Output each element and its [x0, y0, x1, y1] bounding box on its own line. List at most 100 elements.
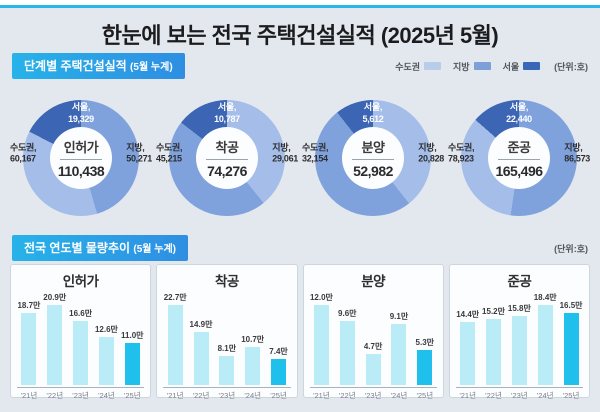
- label-jibang: 지방, 20,828: [418, 142, 444, 165]
- trend-chart-plot: 22.7만 14.9만 8.1만 10.7만 7.4만: [157, 290, 296, 385]
- bar: [98, 337, 114, 385]
- label-seoul-name: 서울,: [509, 102, 529, 112]
- trend-chart-card: 준공 14.4만 15.2만 15.8만 18.4만 16.5만 '21년 '22년 '23년 '…: [448, 264, 590, 400]
- bar-value-label: 16.5만: [559, 301, 583, 310]
- section2-badge-subtitle: (5월 누계): [133, 244, 176, 255]
- trend-chart-plot: 18.7만 20.9만 16.6만 12.6만 11.0만: [11, 290, 150, 385]
- x-tick-label: '25년: [562, 391, 580, 400]
- x-tick-label: '24년: [536, 391, 554, 400]
- bar-value-label: 5.3만: [415, 338, 435, 347]
- x-tick-label: '21년: [20, 391, 38, 400]
- label-seoul-value: 5,612: [362, 113, 384, 124]
- donut-chart-row: 인허가 110,438 서울, 19,329 수도권, 60,167 지방, 50,271 착공…: [8, 84, 592, 232]
- x-tick-label: '25년: [123, 391, 141, 400]
- bar-value-label: 14.4만: [456, 310, 480, 319]
- legend: 수도권 지방 서울 (단위:호): [395, 60, 588, 73]
- donut-center: 준공 165,496: [488, 127, 550, 189]
- trend-chart-card: 인허가 18.7만 20.9만 16.6만 12.6만 11.0만 '21년 '22년 '23년…: [10, 264, 152, 401]
- donut-center-divider: [498, 159, 540, 160]
- bar: [47, 305, 63, 385]
- x-tick-label: '23년: [364, 391, 382, 400]
- label-jibang-name: 지방,: [564, 141, 583, 152]
- x-axis-ticks: '21년 '22년 '23년 '24년 '25년: [11, 388, 150, 401]
- trend-chart-title: 준공: [507, 274, 532, 289]
- bar-group: 9.1만: [388, 311, 409, 385]
- donut-stage-name: 착공: [215, 140, 239, 155]
- bar-value-label: 9.6만: [338, 309, 357, 318]
- bar-value-label: 11.0만: [121, 331, 144, 340]
- bar: [313, 305, 329, 385]
- x-tick-label: '23년: [511, 391, 528, 400]
- trend-chart-plot: 14.4만 15.2만 15.8만 18.4만 16.5만: [450, 290, 589, 385]
- donut-total-value: 165,496: [495, 163, 543, 179]
- bar-group: 14.4만: [456, 309, 480, 385]
- bar-value-label: 18.7만: [17, 301, 41, 310]
- legend-swatch: [473, 62, 491, 70]
- label-seoul-value: 22,440: [506, 113, 532, 124]
- bar-group: 16.5만: [559, 300, 583, 385]
- section2-badge: 전국 연도별 물량추이 (5월 누계): [12, 235, 188, 261]
- label-jibang: 지방, 50,271: [126, 142, 152, 165]
- label-sudogwon-name: 수도권,: [156, 141, 183, 152]
- bar-value-label: 18.4만: [533, 293, 557, 302]
- label-jibang: 지방, 29,061: [272, 142, 298, 165]
- donut-center-divider: [352, 159, 394, 160]
- donut-chart: 착공 74,276 서울, 10,787 수도권, 45,215 지방, 29,061: [154, 84, 300, 232]
- x-tick-label: '21년: [166, 391, 184, 400]
- x-axis-line: [309, 387, 437, 388]
- x-tick-label: '22년: [338, 391, 356, 400]
- label-sudogwon-name: 수도권,: [448, 141, 475, 152]
- trend-chart-row: 인허가 18.7만 20.9만 16.6만 12.6만 11.0만 '21년 '22년 '23년…: [10, 264, 590, 401]
- section1-header: 단계별 주택건설실적 (5월 누계) 수도권 지방 서울 (단위:호): [12, 53, 588, 79]
- label-jibang-value: 20,828: [418, 153, 444, 164]
- label-sudogwon: 수도권, 32,154: [302, 142, 328, 165]
- bar-group: 18.7만: [17, 300, 41, 385]
- bar: [417, 350, 433, 385]
- x-axis-line: [17, 387, 145, 388]
- section2-header: 전국 연도별 물량추이 (5월 누계) (단위:호): [12, 235, 588, 261]
- bar: [219, 356, 235, 385]
- trend-chart-title: 착공: [214, 274, 239, 289]
- x-tick-label: '21년: [313, 391, 330, 400]
- section1-badge-title: 단계별 주택건설실적: [24, 59, 127, 73]
- x-tick-label: '22년: [192, 391, 210, 400]
- donut-total-value: 110,438: [57, 163, 105, 179]
- bar-value-label: 16.6만: [69, 309, 93, 318]
- label-seoul-name: 서울,: [363, 102, 383, 112]
- section2-badge-title: 전국 연도별 물량추이: [24, 241, 131, 255]
- label-sudogwon: 수도권, 60,167: [10, 142, 36, 165]
- bar: [486, 319, 502, 385]
- bar: [193, 332, 209, 385]
- label-jibang-value: 86,573: [564, 153, 590, 164]
- donut-stage-name: 인허가: [63, 140, 99, 155]
- bar-group: 14.9만: [190, 319, 212, 385]
- legend-label: 수도권: [395, 61, 421, 72]
- x-tick-label: '22년: [485, 391, 502, 400]
- x-tick-label: '25년: [416, 391, 434, 400]
- label-jibang-name: 지방,: [126, 141, 145, 152]
- label-sudogwon-value: 45,215: [156, 153, 182, 164]
- label-sudogwon: 수도권, 78,923: [448, 142, 474, 165]
- x-axis-ticks: '21년 '22년 '23년 '24년 '25년: [304, 388, 443, 401]
- donut-total-value: 74,276: [207, 163, 247, 179]
- donut-stage-name: 분양: [361, 140, 385, 155]
- legend-swatch: [424, 62, 442, 70]
- donut-chart: 인허가 110,438 서울, 19,329 수도권, 60,167 지방, 50,271: [8, 84, 154, 232]
- bar-value-label: 22.7만: [163, 293, 187, 302]
- label-sudogwon-name: 수도권,: [10, 141, 37, 152]
- bar-group: 15.8만: [508, 303, 531, 385]
- legend-swatch: [523, 62, 541, 70]
- bar-group: 4.7만: [363, 341, 384, 385]
- bar-value-label: 12.0만: [309, 293, 333, 302]
- bar: [537, 305, 553, 385]
- bar-group: 7.4만: [268, 346, 289, 385]
- label-seoul-value: 10,787: [214, 113, 240, 124]
- bar: [167, 305, 183, 385]
- bar: [460, 322, 476, 385]
- bar-value-label: 8.1만: [217, 344, 237, 353]
- bar-value-label: 10.7만: [241, 335, 265, 344]
- bar-value-label: 12.6만: [94, 325, 118, 334]
- x-tick-label: '24년: [244, 391, 262, 400]
- donut-center: 착공 74,276: [196, 127, 258, 189]
